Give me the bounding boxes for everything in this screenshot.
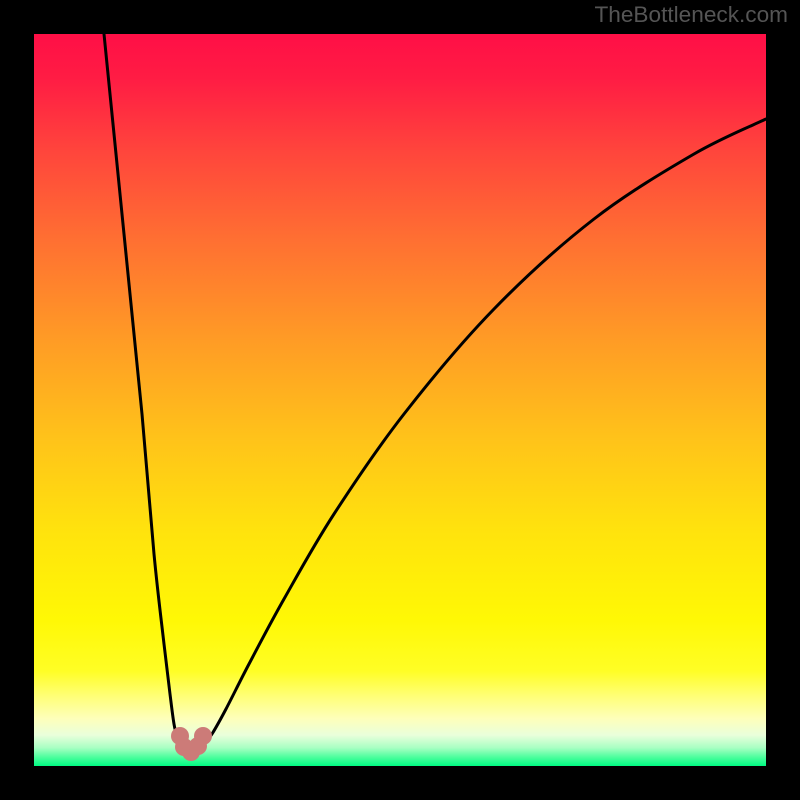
curve-layer [34, 34, 766, 766]
plot-area [34, 34, 766, 766]
bottleneck-curve [104, 34, 766, 755]
bottleneck-chart: TheBottleneck.com [0, 0, 800, 800]
watermark-label: TheBottleneck.com [594, 2, 788, 28]
dip-marker [194, 727, 212, 745]
